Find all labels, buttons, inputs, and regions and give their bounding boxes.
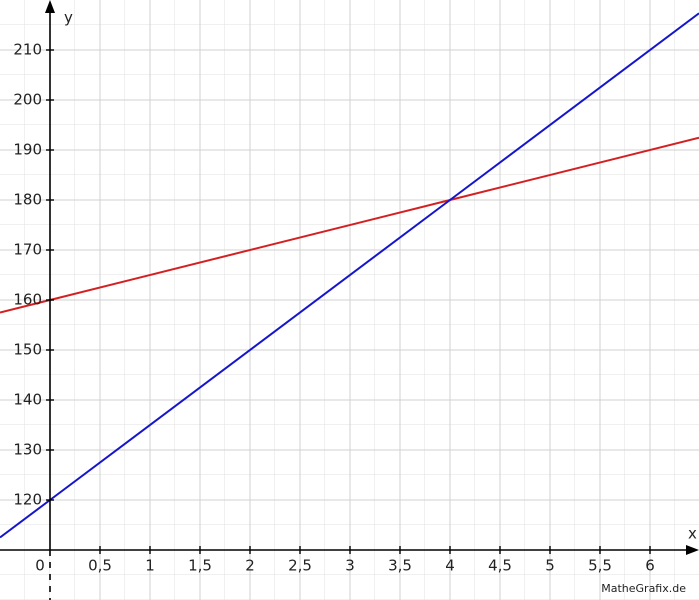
x-tick-label: 0 xyxy=(35,557,45,575)
x-tick-label: 3 xyxy=(345,557,355,575)
x-axis-label: x xyxy=(688,525,697,543)
y-tick-label: 180 xyxy=(13,191,42,209)
x-tick-label: 3,5 xyxy=(388,557,412,575)
y-tick-label: 210 xyxy=(13,41,42,59)
y-tick-label: 140 xyxy=(13,391,42,409)
x-tick-label: 2 xyxy=(245,557,255,575)
y-tick-label: 200 xyxy=(13,91,42,109)
y-tick-label: 170 xyxy=(13,241,42,259)
y-tick-label: 190 xyxy=(13,141,42,159)
x-tick-label: 2,5 xyxy=(288,557,312,575)
y-tick-label: 120 xyxy=(13,491,42,509)
data-line xyxy=(0,12,699,539)
x-tick-label: 4,5 xyxy=(488,557,512,575)
credit: MatheGrafix.de xyxy=(601,582,686,595)
x-tick-label: 5,5 xyxy=(588,557,612,575)
data-line xyxy=(0,136,699,314)
plot-lines xyxy=(0,12,699,539)
y-axis-label: y xyxy=(64,9,73,27)
x-tick-label: 0,5 xyxy=(88,557,112,575)
y-arrow xyxy=(45,0,55,13)
y-tick-label: 160 xyxy=(13,291,42,309)
y-tick-label: 150 xyxy=(13,341,42,359)
y-tick-label: 130 xyxy=(13,441,42,459)
x-tick-label: 1 xyxy=(145,557,155,575)
x-tick-label: 1,5 xyxy=(188,557,212,575)
x-tick-label: 6 xyxy=(645,557,655,575)
x-tick-label: 4 xyxy=(445,557,455,575)
x-tick-label: 5 xyxy=(545,557,555,575)
x-arrow xyxy=(686,545,699,555)
